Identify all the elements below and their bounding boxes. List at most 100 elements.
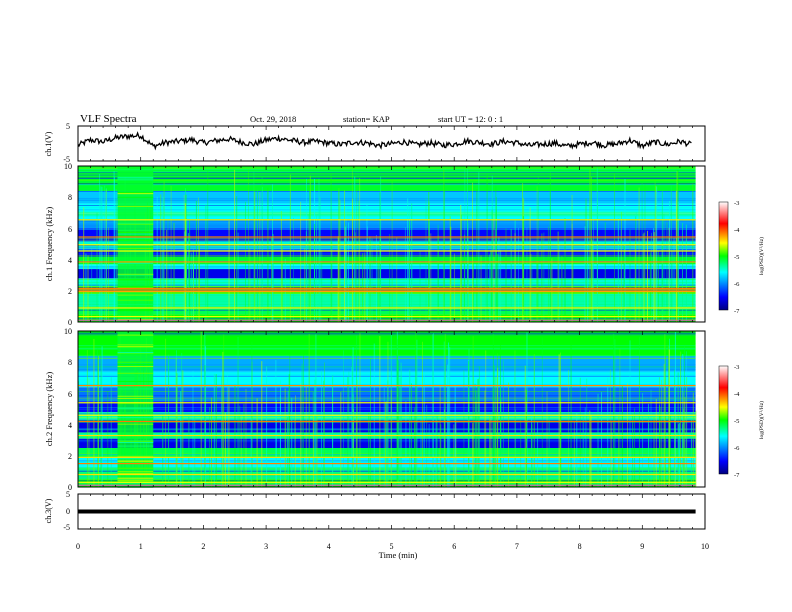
spectrogram-sferic	[559, 352, 561, 487]
spectrogram-row	[78, 278, 696, 280]
spectrogram-row	[78, 209, 696, 211]
cb1-tick-m6: -6	[734, 281, 740, 288]
spectrogram-sferic	[367, 226, 369, 322]
spectrogram-sferic	[472, 335, 474, 487]
spectrogram-sferic	[358, 200, 360, 322]
spectrogram-sferic	[332, 378, 333, 487]
spectrogram-sferic	[611, 420, 613, 487]
ch2-ytick-10: 10	[64, 327, 72, 336]
spectrogram-sferic	[223, 334, 225, 487]
spectrogram-sferic	[678, 423, 680, 487]
spectrogram-sferic	[93, 338, 95, 487]
spectrogram-band	[78, 219, 696, 229]
spectrogram-row	[78, 177, 696, 179]
spectrogram-row	[78, 213, 696, 215]
spectrogram-sferic	[638, 187, 640, 322]
spectrogram-sferic	[675, 190, 677, 322]
spectrogram-sferic	[384, 401, 386, 487]
spectrogram-sferic	[83, 207, 85, 322]
spectrogram-line	[78, 420, 696, 423]
spectrogram-sferic	[601, 391, 603, 487]
spectrogram-sferic	[188, 416, 190, 487]
spectrogram-row	[78, 391, 696, 393]
spectrogram-sferic	[115, 189, 117, 322]
spectrogram-sferic	[405, 400, 407, 487]
spectrogram-burst-row	[117, 290, 154, 292]
spectrogram-sferic	[692, 183, 694, 322]
spectrogram-sferic	[443, 169, 445, 322]
spectrogram-burst-row	[117, 262, 154, 264]
spectrogram-sferic	[321, 249, 323, 322]
spectrogram-sferic	[490, 419, 492, 487]
spectrogram-burst-row	[117, 303, 154, 305]
spectrogram-sferic	[493, 214, 495, 322]
ch2-spectrogram-panel: 0 2 4 6 8 10 ch.2 Frequency (kHz) -3 -4 …	[44, 327, 765, 492]
spectrogram-band	[78, 228, 696, 241]
spectrogram-burst-row	[117, 247, 154, 249]
spectrogram-sferic	[309, 175, 311, 322]
spectrogram-sferic	[477, 378, 479, 487]
spectrogram-sferic	[165, 338, 167, 487]
spectrogram-sferic	[228, 387, 230, 487]
spectrogram-sferic	[584, 407, 586, 487]
spectrogram-line	[78, 307, 696, 309]
spectrogram-sferic	[192, 370, 194, 487]
cb2-tick-m7: -7	[734, 472, 740, 479]
spectrogram-row	[78, 190, 696, 192]
spectrogram-sferic	[396, 237, 398, 322]
spectrogram-row	[78, 332, 696, 334]
spectrogram-sferic	[100, 354, 102, 487]
spectrogram-sferic	[447, 364, 448, 487]
ch1-spectrogram-image	[78, 166, 696, 323]
xtick-6: 6	[452, 542, 456, 551]
spectrogram-row	[78, 253, 696, 255]
spectrogram-line	[78, 236, 696, 238]
spectrogram-sferic	[467, 360, 469, 487]
spectrogram-burst-row	[117, 364, 154, 366]
spectrogram-sferic	[443, 341, 445, 487]
spectrogram-sferic	[500, 249, 502, 322]
spectrogram-sferic	[617, 218, 619, 322]
spectrogram-row	[78, 305, 696, 307]
spectrogram-burst-row	[117, 308, 154, 310]
spectrogram-row	[78, 215, 696, 217]
ch1-waveform-panel: 5 -5 ch.1(V)	[44, 122, 706, 164]
spectrogram-band	[78, 190, 696, 204]
spectrogram-sferic	[91, 248, 93, 322]
spectrogram-sferic	[619, 348, 621, 487]
spectrogram-sferic	[110, 377, 112, 487]
spectrogram-sferic	[647, 403, 649, 487]
spectrogram-sferic	[181, 352, 183, 487]
spectrogram-sferic	[613, 333, 615, 487]
spectrogram-sferic	[531, 424, 533, 487]
spectrogram-sferic	[398, 360, 400, 487]
spectrogram-sferic	[657, 250, 659, 322]
spectrogram-sferic	[101, 346, 103, 487]
spectrogram-row	[78, 287, 696, 288]
spectrogram-sferic	[204, 365, 206, 487]
spectrogram-sferic	[522, 183, 524, 322]
spectrogram-row	[78, 348, 696, 350]
spectrogram-sferic	[104, 185, 106, 322]
spectrogram-sferic	[338, 188, 340, 322]
spectrogram-line	[78, 484, 696, 486]
spectrogram-sferic	[670, 185, 672, 322]
spectrogram-sferic	[156, 196, 158, 322]
spectrogram-sferic	[188, 233, 189, 322]
spectrogram-sferic	[185, 194, 187, 322]
spectrogram-band	[78, 293, 696, 307]
spectrogram-sferic	[161, 250, 163, 322]
spectrogram-sferic	[115, 199, 117, 322]
spectrogram-sferic	[647, 230, 648, 322]
spectrogram-sferic	[411, 203, 413, 322]
spectrogram-sferic	[558, 354, 560, 487]
spectrogram-sferic	[397, 339, 399, 487]
spectrogram-sferic	[395, 331, 397, 487]
spectrogram-sferic	[620, 211, 622, 322]
spectrogram-row	[78, 334, 696, 336]
spectrogram-sferic	[379, 192, 381, 322]
spectrogram-sferic	[614, 173, 615, 322]
spectrogram-sferic	[674, 369, 675, 487]
spectrogram-row	[78, 211, 696, 213]
